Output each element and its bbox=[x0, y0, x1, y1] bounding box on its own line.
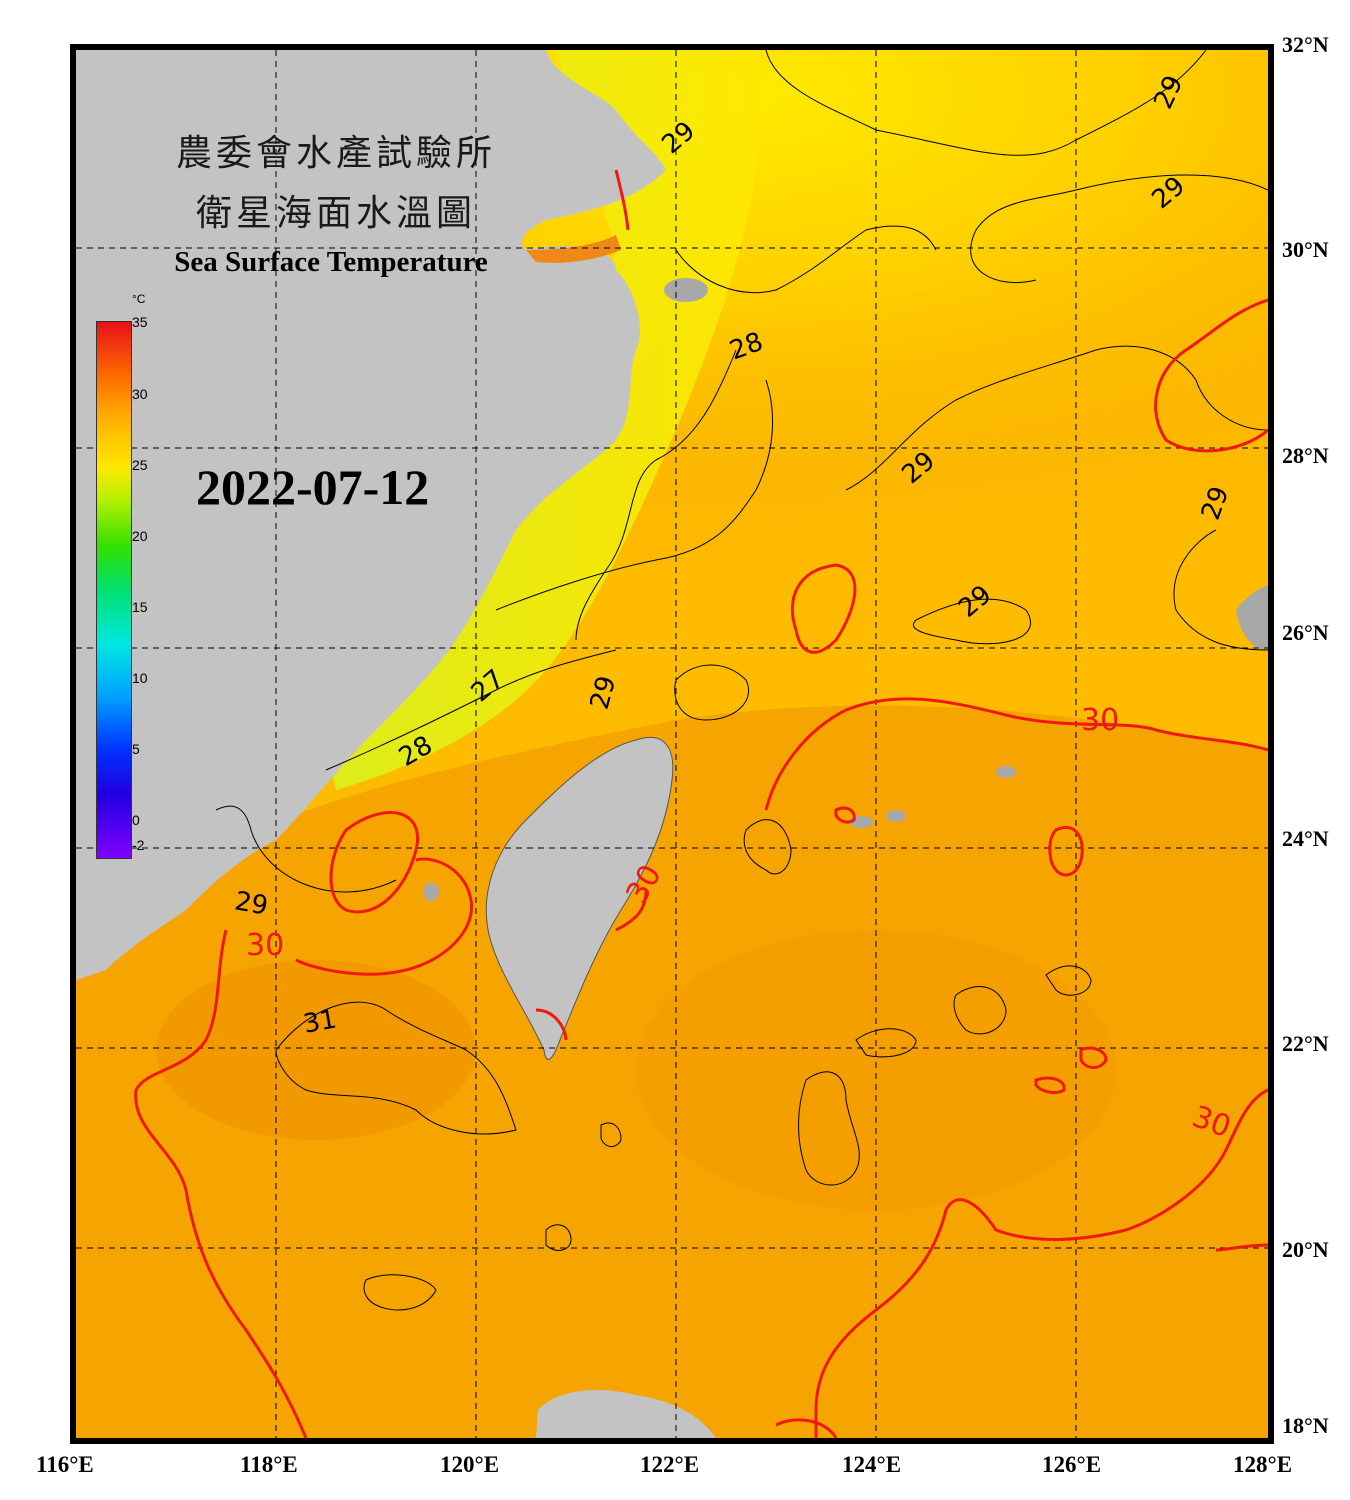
date-label: 2022-07-12 bbox=[196, 459, 430, 515]
longitude-label: 126°E bbox=[1042, 1452, 1102, 1477]
latitude-label: 18°N bbox=[1282, 1413, 1329, 1438]
colorbar-tick: 30 bbox=[132, 386, 148, 402]
colorbar bbox=[96, 321, 132, 859]
latitude-label: 22°N bbox=[1282, 1031, 1329, 1056]
ryukyu-islands bbox=[1236, 585, 1268, 650]
longitude-label: 120°E bbox=[440, 1452, 500, 1477]
graticule bbox=[76, 50, 1268, 1438]
taiwan-island bbox=[485, 736, 674, 1060]
contour-label: 31 bbox=[301, 1004, 339, 1039]
sst-map[interactable]: 29 29 29 28 29 29 29 27 29 28 30 30 29 3… bbox=[70, 44, 1274, 1444]
contour-label: 30 bbox=[1081, 703, 1119, 738]
longitude-label: 122°E bbox=[640, 1452, 700, 1477]
contour-label: 29 bbox=[232, 886, 270, 921]
colorbar-tick: 25 bbox=[132, 457, 148, 473]
colorbar-tick: 5 bbox=[132, 741, 140, 757]
colorbar-tick: 20 bbox=[132, 528, 148, 544]
china-mainland bbox=[76, 50, 666, 980]
coastal-cool-band bbox=[326, 50, 761, 790]
luzon-island bbox=[536, 1390, 716, 1438]
colorbar-tick: 10 bbox=[132, 670, 148, 686]
longitude-label: 116°E bbox=[36, 1452, 94, 1477]
colorbar-tick: 15 bbox=[132, 599, 148, 615]
title-line-1: 農委會水產試驗所 bbox=[175, 133, 496, 174]
longitude-label: 128°E bbox=[1233, 1452, 1293, 1477]
latitude-label: 24°N bbox=[1282, 826, 1329, 851]
zhoushan-islands bbox=[664, 278, 708, 302]
title-english: Sea Surface Temperature bbox=[174, 246, 488, 278]
colorbar-tick: 35 bbox=[132, 314, 148, 330]
colorbar-tick: 0 bbox=[132, 812, 140, 828]
title-line-2: 衛星海面水溫圖 bbox=[195, 193, 476, 234]
colorbar-tick: -2 bbox=[132, 837, 145, 853]
isotherm-30 bbox=[134, 169, 1268, 1438]
isotherms-black bbox=[215, 50, 1268, 1311]
contour-label: 30 bbox=[246, 928, 284, 963]
warm-core bbox=[156, 960, 476, 1140]
river-estuary bbox=[526, 235, 621, 263]
latitude-label: 30°N bbox=[1282, 237, 1329, 262]
colorbar-unit: °C bbox=[132, 292, 146, 306]
penghu-islands bbox=[423, 883, 439, 901]
warm-core bbox=[636, 930, 1116, 1210]
island bbox=[996, 766, 1016, 778]
island bbox=[886, 810, 906, 822]
latitude-label: 26°N bbox=[1282, 620, 1329, 645]
latitude-label: 20°N bbox=[1282, 1237, 1329, 1262]
longitude-label: 124°E bbox=[842, 1452, 902, 1477]
latitude-label: 32°N bbox=[1282, 32, 1329, 57]
sst-map-canvas: 29 29 29 28 29 29 29 27 29 28 30 30 29 3… bbox=[76, 50, 1268, 1438]
latitude-label: 28°N bbox=[1282, 443, 1329, 468]
longitude-label: 118°E bbox=[240, 1452, 298, 1477]
